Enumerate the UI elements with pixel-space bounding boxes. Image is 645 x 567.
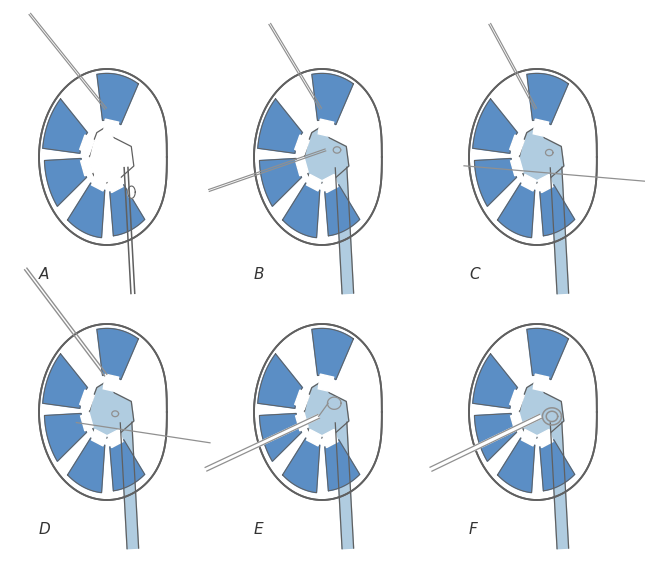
- Polygon shape: [45, 413, 86, 462]
- Polygon shape: [335, 422, 353, 549]
- Polygon shape: [259, 413, 301, 462]
- Polygon shape: [550, 422, 569, 549]
- Polygon shape: [498, 183, 535, 238]
- Polygon shape: [68, 438, 104, 493]
- Polygon shape: [254, 324, 382, 500]
- Polygon shape: [318, 374, 333, 392]
- Polygon shape: [538, 175, 553, 193]
- Polygon shape: [533, 119, 549, 137]
- Polygon shape: [80, 135, 94, 155]
- Polygon shape: [527, 328, 568, 380]
- Polygon shape: [295, 157, 308, 176]
- Text: E: E: [254, 522, 264, 537]
- Polygon shape: [81, 157, 93, 176]
- Polygon shape: [43, 354, 88, 408]
- Text: D: D: [39, 522, 51, 537]
- Text: A: A: [39, 267, 50, 282]
- Polygon shape: [128, 186, 135, 198]
- Polygon shape: [498, 438, 535, 493]
- Polygon shape: [430, 414, 541, 471]
- Polygon shape: [92, 429, 106, 446]
- Polygon shape: [510, 135, 524, 155]
- Polygon shape: [103, 119, 119, 137]
- Polygon shape: [68, 183, 104, 238]
- Polygon shape: [303, 381, 349, 438]
- Polygon shape: [39, 69, 167, 245]
- Polygon shape: [540, 440, 575, 491]
- Polygon shape: [312, 328, 353, 380]
- Polygon shape: [475, 158, 517, 206]
- Polygon shape: [473, 99, 517, 153]
- Polygon shape: [97, 73, 138, 125]
- Polygon shape: [45, 158, 86, 206]
- Polygon shape: [518, 126, 564, 183]
- Polygon shape: [469, 69, 597, 245]
- Text: C: C: [469, 267, 480, 282]
- Polygon shape: [295, 135, 309, 155]
- Polygon shape: [120, 422, 139, 549]
- Polygon shape: [475, 413, 517, 462]
- Polygon shape: [527, 73, 568, 125]
- Polygon shape: [325, 440, 360, 491]
- Polygon shape: [88, 381, 134, 438]
- Polygon shape: [80, 390, 94, 410]
- Polygon shape: [43, 99, 88, 153]
- Text: F: F: [469, 522, 478, 537]
- Polygon shape: [312, 73, 353, 125]
- Polygon shape: [538, 429, 553, 447]
- Polygon shape: [258, 99, 303, 153]
- Polygon shape: [205, 414, 319, 471]
- Polygon shape: [108, 175, 123, 193]
- Polygon shape: [88, 126, 134, 183]
- Polygon shape: [518, 381, 564, 438]
- Polygon shape: [522, 175, 536, 191]
- Polygon shape: [108, 429, 123, 447]
- Polygon shape: [335, 167, 353, 294]
- Polygon shape: [322, 429, 338, 447]
- Polygon shape: [511, 412, 523, 431]
- Polygon shape: [81, 412, 93, 431]
- Polygon shape: [306, 429, 321, 446]
- Polygon shape: [325, 185, 360, 236]
- Polygon shape: [283, 438, 320, 493]
- Polygon shape: [259, 158, 301, 206]
- Polygon shape: [283, 183, 320, 238]
- Polygon shape: [110, 440, 144, 491]
- Polygon shape: [522, 429, 536, 446]
- Polygon shape: [92, 175, 106, 191]
- Polygon shape: [97, 328, 138, 380]
- Polygon shape: [103, 374, 119, 392]
- Polygon shape: [295, 412, 308, 431]
- Polygon shape: [550, 167, 569, 294]
- Polygon shape: [510, 390, 524, 410]
- Polygon shape: [322, 175, 338, 193]
- Polygon shape: [254, 69, 382, 245]
- Polygon shape: [303, 126, 349, 183]
- Polygon shape: [511, 157, 523, 176]
- Polygon shape: [258, 354, 303, 408]
- Text: B: B: [254, 267, 264, 282]
- Polygon shape: [110, 185, 144, 236]
- Polygon shape: [306, 175, 321, 191]
- Polygon shape: [540, 185, 575, 236]
- Polygon shape: [318, 119, 333, 137]
- Polygon shape: [295, 390, 309, 410]
- Polygon shape: [469, 324, 597, 500]
- Polygon shape: [39, 324, 167, 500]
- Polygon shape: [533, 374, 549, 392]
- Polygon shape: [473, 354, 517, 408]
